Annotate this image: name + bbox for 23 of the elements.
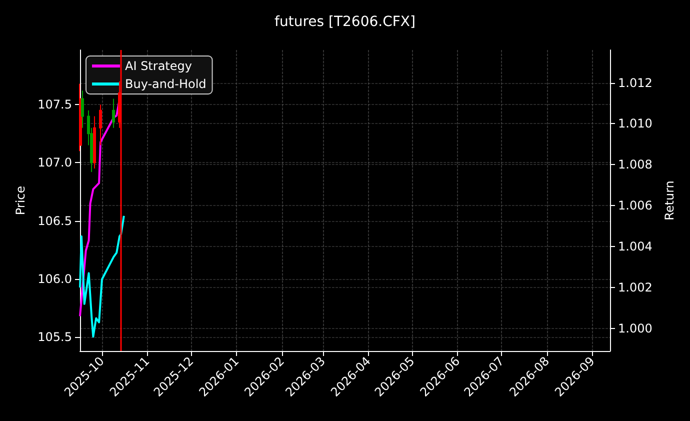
chart-title: futures [T2606.CFX]: [274, 14, 416, 30]
candlestick: [81, 90, 84, 128]
y-tick-label: 106.5: [38, 214, 72, 228]
y2-tick-label: 1.006: [618, 198, 652, 213]
y-axis-title: Price: [14, 186, 28, 216]
legend-label: AI Strategy: [125, 59, 192, 73]
y-tick-label: 106.0: [38, 272, 72, 286]
candlestick: [112, 98, 115, 128]
y2-tick-label: 1.004: [618, 240, 652, 254]
line-series: [79, 214, 125, 338]
legend-label: Buy-and-Hold: [125, 77, 206, 91]
y-tick-label: 105.5: [38, 330, 72, 344]
y2-tick-label: 1.000: [618, 321, 652, 336]
candlestick: [93, 116, 96, 170]
y-tick-label: 107.5: [38, 98, 72, 112]
y2-tick-label: 1.010: [618, 116, 652, 131]
y-tick-label: 107.0: [38, 156, 72, 170]
y2-tick-label: 1.008: [618, 158, 652, 172]
y2-axis-title: Return: [662, 180, 676, 220]
y2-tick-label: 1.012: [618, 76, 652, 90]
candlestick: [79, 83, 82, 152]
candlestick: [99, 104, 102, 146]
y2-tick-label: 1.002: [618, 280, 652, 295]
